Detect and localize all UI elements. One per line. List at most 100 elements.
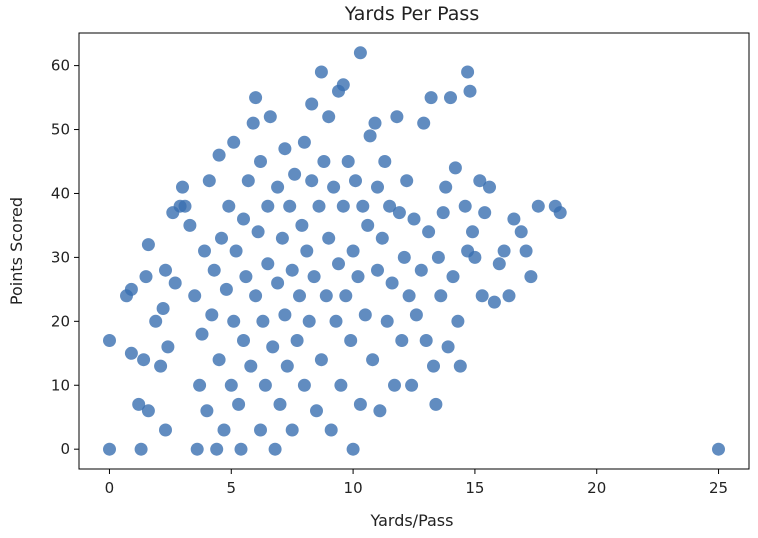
scatter-point bbox=[375, 231, 389, 245]
scatter-point bbox=[293, 289, 306, 303]
scatter-point bbox=[468, 250, 482, 264]
scatter-point bbox=[307, 270, 321, 284]
scatter-point bbox=[285, 423, 299, 437]
scatter-point bbox=[346, 244, 360, 258]
scatter-point bbox=[202, 174, 216, 188]
y-tick-label: 30 bbox=[51, 248, 70, 266]
scatter-point bbox=[392, 206, 406, 220]
scatter-point bbox=[239, 270, 253, 284]
scatter-point bbox=[448, 161, 462, 175]
y-tick-label: 0 bbox=[60, 440, 70, 458]
scatter-point bbox=[195, 327, 209, 341]
scatter-point bbox=[137, 353, 151, 367]
scatter-point bbox=[441, 340, 455, 354]
scatter-point bbox=[132, 397, 146, 411]
scatter-point bbox=[300, 244, 314, 258]
scatter-point bbox=[422, 225, 436, 239]
scatter-point bbox=[371, 263, 384, 277]
x-axis: 0 5 10 15 20 25 bbox=[105, 469, 728, 497]
scatter-point bbox=[409, 308, 423, 322]
scatter-point bbox=[453, 359, 467, 373]
scatter-point bbox=[327, 180, 341, 194]
scatter-point bbox=[244, 359, 258, 373]
y-tick-label: 40 bbox=[51, 184, 70, 202]
scatter-point bbox=[371, 180, 384, 194]
scatter-point bbox=[358, 308, 372, 322]
scatter-point bbox=[210, 442, 224, 456]
scatter-point bbox=[466, 225, 479, 239]
scatter-point bbox=[261, 257, 275, 271]
scatter-point bbox=[188, 289, 202, 303]
scatter-point bbox=[334, 378, 348, 392]
scatter-point bbox=[507, 212, 521, 226]
scatter-point bbox=[332, 257, 345, 271]
scatter-point bbox=[434, 289, 448, 303]
scatter-point bbox=[254, 423, 267, 437]
scatter-point bbox=[366, 353, 380, 367]
scatter-point bbox=[134, 442, 148, 456]
scatter-point bbox=[305, 97, 319, 111]
scatter-point bbox=[241, 174, 255, 188]
scatter-point bbox=[193, 378, 207, 392]
scatter-point bbox=[224, 378, 238, 392]
scatter-point bbox=[373, 404, 387, 418]
y-tick-label: 60 bbox=[51, 57, 70, 75]
scatter-point bbox=[268, 442, 282, 456]
scatter-point bbox=[385, 276, 399, 290]
scatter-point bbox=[319, 289, 333, 303]
x-tick-label: 20 bbox=[587, 479, 606, 497]
scatter-point bbox=[349, 174, 362, 188]
scatter-point bbox=[217, 423, 231, 437]
scatter-point bbox=[141, 404, 155, 418]
scatter-point bbox=[178, 199, 192, 213]
scatter-point bbox=[317, 155, 331, 168]
scatter-point bbox=[431, 250, 445, 264]
scatter-point bbox=[215, 231, 228, 245]
scatter-point bbox=[487, 295, 501, 309]
scatter-point bbox=[290, 334, 304, 347]
scatter-point bbox=[190, 442, 204, 456]
scatter-point bbox=[417, 116, 431, 130]
scatter-point bbox=[439, 180, 453, 194]
scatter-point bbox=[368, 116, 382, 130]
scatter-point bbox=[261, 199, 275, 213]
scatter-point bbox=[390, 110, 404, 124]
scatter-point bbox=[463, 84, 477, 98]
scatter-point bbox=[256, 314, 270, 328]
scatter-point bbox=[341, 155, 355, 168]
plot-frame bbox=[78, 32, 750, 470]
scatter-point bbox=[346, 442, 360, 456]
x-axis-label: Yards/Pass bbox=[370, 511, 454, 530]
scatter-point bbox=[478, 206, 492, 220]
scatter-point bbox=[380, 314, 394, 328]
scatter-point bbox=[473, 174, 487, 188]
scatter-point bbox=[553, 206, 567, 220]
scatter-point bbox=[222, 199, 236, 213]
scatter-point bbox=[407, 212, 421, 226]
scatter-point bbox=[139, 270, 153, 284]
scatter-point bbox=[444, 91, 457, 105]
scatter-point bbox=[168, 276, 182, 290]
scatter-point bbox=[212, 353, 226, 367]
scatter-point bbox=[232, 397, 246, 411]
scatter-point bbox=[297, 135, 311, 149]
scatter-point bbox=[159, 263, 172, 277]
scatter-point bbox=[312, 199, 326, 213]
x-tick-label: 10 bbox=[344, 479, 363, 497]
scatter-point bbox=[159, 423, 172, 437]
scatter-point bbox=[237, 212, 250, 226]
scatter-point bbox=[363, 129, 377, 143]
scatter-point bbox=[103, 334, 116, 347]
scatter-point bbox=[339, 289, 353, 303]
scatter-point bbox=[492, 257, 506, 271]
scatter-point bbox=[458, 199, 472, 213]
scatter-point bbox=[351, 270, 365, 284]
scatter-point bbox=[424, 91, 438, 105]
scatter-point bbox=[302, 314, 316, 328]
scatter-point bbox=[176, 180, 189, 194]
scatter-point bbox=[483, 180, 496, 194]
y-tick-label: 10 bbox=[51, 376, 70, 394]
scatter-point bbox=[227, 135, 241, 149]
scatter-point bbox=[200, 404, 214, 418]
